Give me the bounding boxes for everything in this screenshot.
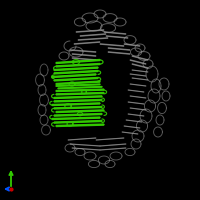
Polygon shape <box>56 83 100 87</box>
Polygon shape <box>128 113 144 117</box>
Polygon shape <box>132 69 148 73</box>
Polygon shape <box>54 99 102 103</box>
Polygon shape <box>52 116 100 120</box>
Polygon shape <box>54 106 102 110</box>
Polygon shape <box>76 29 104 33</box>
Polygon shape <box>124 125 140 129</box>
Polygon shape <box>80 33 106 37</box>
Polygon shape <box>74 41 100 45</box>
Polygon shape <box>68 137 96 141</box>
Polygon shape <box>128 101 144 105</box>
Polygon shape <box>130 95 146 99</box>
Polygon shape <box>56 63 100 68</box>
Polygon shape <box>70 143 100 147</box>
Polygon shape <box>56 109 104 113</box>
Polygon shape <box>54 66 98 71</box>
Polygon shape <box>130 107 146 111</box>
Polygon shape <box>128 89 144 93</box>
Polygon shape <box>58 86 102 89</box>
Polygon shape <box>78 37 108 41</box>
Polygon shape <box>132 77 148 81</box>
Polygon shape <box>108 51 130 55</box>
Polygon shape <box>56 59 100 64</box>
Polygon shape <box>96 137 124 141</box>
Polygon shape <box>132 55 148 61</box>
Polygon shape <box>100 147 126 151</box>
Polygon shape <box>100 43 124 47</box>
Polygon shape <box>56 80 100 85</box>
Polygon shape <box>54 77 98 82</box>
Polygon shape <box>122 131 138 135</box>
Polygon shape <box>106 35 128 39</box>
Polygon shape <box>54 95 102 99</box>
Polygon shape <box>108 47 130 51</box>
Polygon shape <box>72 57 96 61</box>
Polygon shape <box>130 83 146 87</box>
Polygon shape <box>72 147 100 151</box>
Polygon shape <box>104 31 126 35</box>
Polygon shape <box>72 53 96 57</box>
Polygon shape <box>132 63 148 69</box>
Polygon shape <box>54 70 98 75</box>
Polygon shape <box>56 88 104 92</box>
Polygon shape <box>130 73 146 77</box>
Polygon shape <box>56 123 104 127</box>
Polygon shape <box>54 120 102 124</box>
Polygon shape <box>52 102 100 106</box>
Polygon shape <box>124 43 140 47</box>
Polygon shape <box>126 119 142 123</box>
Polygon shape <box>52 73 96 78</box>
Polygon shape <box>100 143 126 147</box>
Polygon shape <box>130 59 146 65</box>
Polygon shape <box>70 49 96 53</box>
Polygon shape <box>56 92 104 96</box>
Polygon shape <box>54 113 102 117</box>
